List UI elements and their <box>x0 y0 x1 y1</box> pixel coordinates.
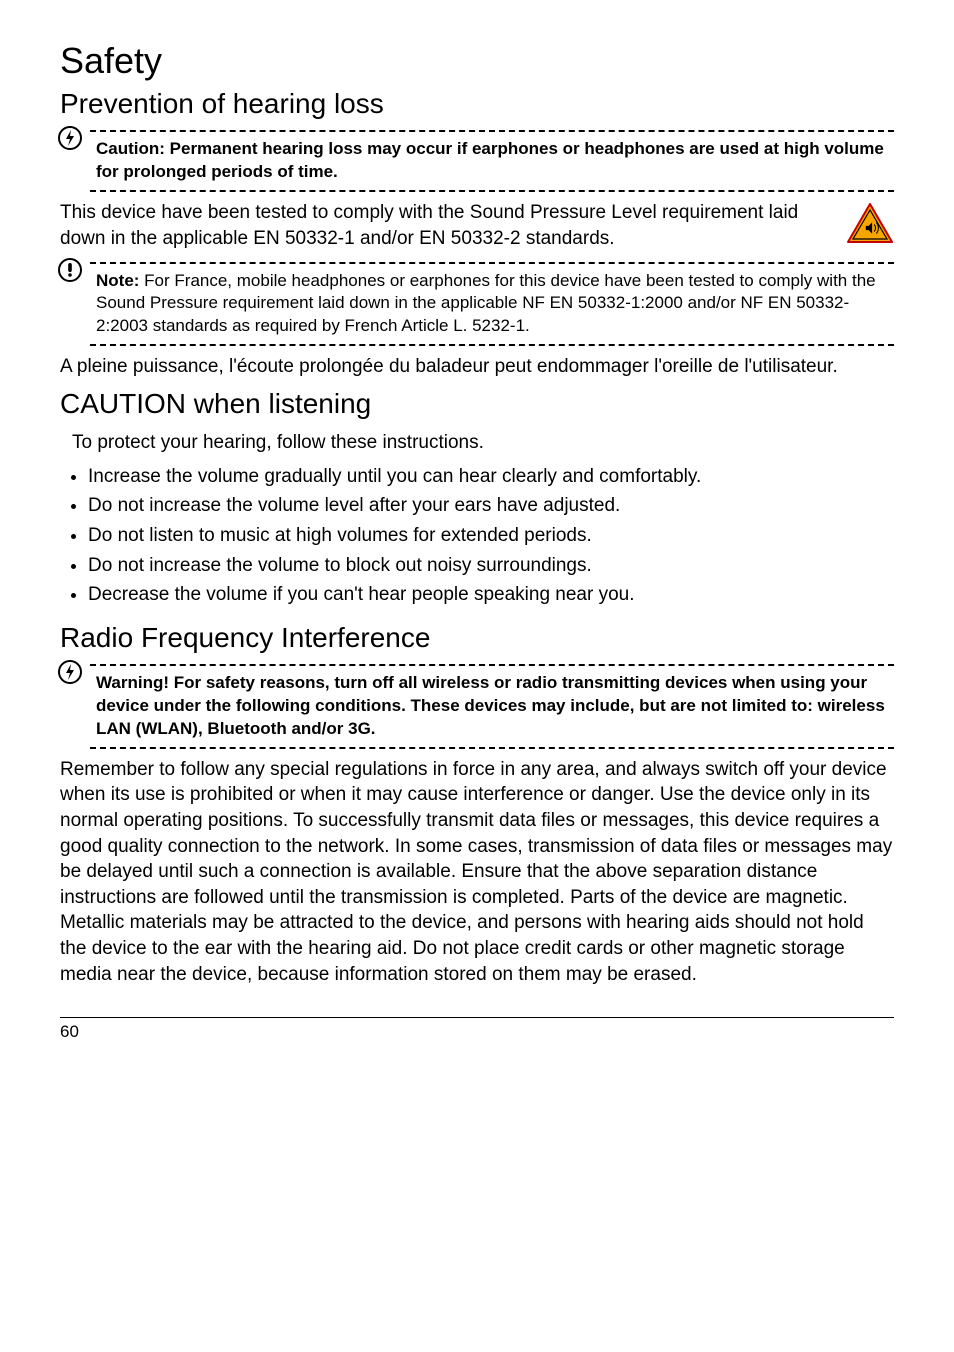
lightning-icon <box>58 126 82 155</box>
warning-text: Warning! For safety reasons, turn off al… <box>90 668 894 745</box>
list-item: Decrease the volume if you can't hear pe… <box>88 582 894 608</box>
info-icon <box>58 258 82 287</box>
section-heading-rf-interference: Radio Frequency Interference <box>60 622 894 654</box>
page-number: 60 <box>60 1022 79 1041</box>
compliance-text: This device have been tested to comply w… <box>60 200 836 251</box>
list-item: Do not increase the volume to block out … <box>88 553 894 579</box>
dash-line-bottom <box>90 344 894 346</box>
note-label: Note: <box>96 271 139 290</box>
section-heading-caution-listening: CAUTION when listening <box>60 388 894 420</box>
note-body: For France, mobile headphones or earphon… <box>96 271 876 336</box>
sound-warning-triangle-icon <box>846 202 894 254</box>
caution-text: Caution: Permanent hearing loss may occu… <box>90 134 894 188</box>
list-item: Increase the volume gradually until you … <box>88 464 894 490</box>
page-title: Safety <box>60 40 894 82</box>
section-heading-prevention: Prevention of hearing loss <box>60 88 894 120</box>
dash-line-top <box>90 130 894 132</box>
french-warning-text: A pleine puissance, l'écoute prolongée d… <box>60 354 894 380</box>
dash-line-top <box>90 262 894 264</box>
warning-callout: Warning! For safety reasons, turn off al… <box>90 664 894 749</box>
caution-callout: Caution: Permanent hearing loss may occu… <box>90 130 894 192</box>
dash-line-bottom <box>90 747 894 749</box>
listening-bullets: Increase the volume gradually until you … <box>60 464 894 608</box>
list-item: Do not listen to music at high volumes f… <box>88 523 894 549</box>
list-item: Do not increase the volume level after y… <box>88 493 894 519</box>
note-callout: Note: For France, mobile headphones or e… <box>90 262 894 347</box>
page-footer: 60 <box>60 1017 894 1042</box>
lightning-icon <box>58 660 82 689</box>
dash-line-bottom <box>90 190 894 192</box>
note-text: Note: For France, mobile headphones or e… <box>90 266 894 343</box>
listening-intro: To protect your hearing, follow these in… <box>72 430 894 456</box>
dash-line-top <box>90 664 894 666</box>
rf-body-text: Remember to follow any special regulatio… <box>60 757 894 988</box>
